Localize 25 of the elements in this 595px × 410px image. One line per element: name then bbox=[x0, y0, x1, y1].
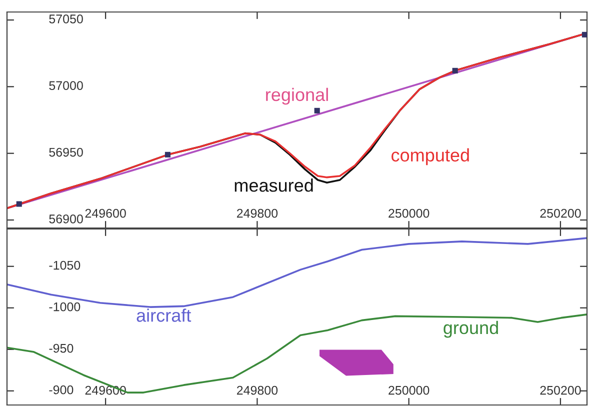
series-label: aircraft bbox=[136, 308, 192, 322]
y-tick-label: 56900 bbox=[49, 214, 83, 224]
y-tick-label: -900 bbox=[49, 385, 74, 394]
point bbox=[16, 201, 22, 207]
y-tick-label: -1050 bbox=[49, 260, 80, 270]
point bbox=[164, 152, 171, 158]
y-tick-label: -950 bbox=[49, 344, 74, 353]
point bbox=[582, 32, 587, 38]
point bbox=[452, 68, 458, 74]
series-label: ground bbox=[444, 320, 498, 338]
point bbox=[314, 108, 320, 114]
y-tick-label: -1000 bbox=[49, 302, 80, 312]
y-tick-label: 57000 bbox=[49, 81, 83, 90]
x-tick-label: 249600 bbox=[85, 208, 126, 218]
x-tick-label: 250200 bbox=[540, 386, 581, 395]
x-tick-label: 250000 bbox=[388, 386, 430, 395]
x-tick-label: 249800 bbox=[236, 386, 278, 395]
series-label: measured bbox=[234, 178, 313, 192]
series-label: computed bbox=[392, 148, 469, 166]
x-tick-label: 249800 bbox=[236, 208, 278, 218]
x-tick-label: 250000 bbox=[388, 208, 430, 218]
y-tick-label: 57050 bbox=[49, 14, 83, 24]
y-tick-label: 56950 bbox=[49, 148, 83, 157]
series-label: regional bbox=[266, 88, 328, 105]
x-tick-label: 250200 bbox=[540, 208, 581, 218]
